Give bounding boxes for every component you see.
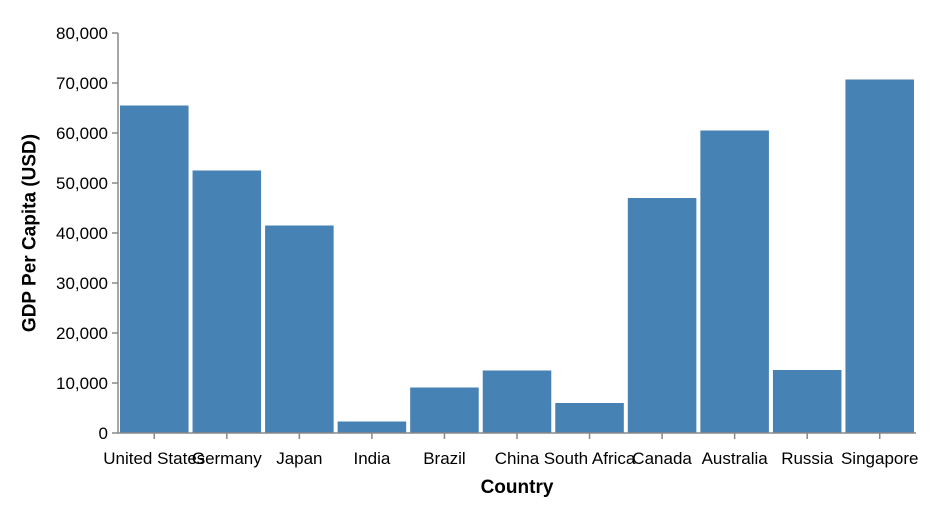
x-tick-label: Singapore: [841, 449, 919, 468]
bar-singapore: [845, 79, 914, 433]
x-tick-label: Germany: [192, 449, 262, 468]
bar-china: [482, 370, 552, 433]
bar-south-africa: [555, 403, 624, 433]
y-tick-label: 80,000: [56, 24, 108, 43]
y-tick-label: 50,000: [56, 174, 108, 193]
bar-russia: [772, 370, 842, 433]
x-tick-label: Australia: [702, 449, 769, 468]
y-tick-label: 30,000: [56, 274, 108, 293]
y-tick-label: 0: [99, 424, 108, 443]
x-tick-label: Japan: [276, 449, 322, 468]
y-tick-label: 10,000: [56, 374, 108, 393]
bar-brazil: [410, 387, 479, 433]
bar-united-states: [120, 105, 189, 433]
y-axis-title: GDP Per Capita (USD): [20, 134, 41, 332]
x-tick-label: United States: [103, 449, 205, 468]
x-axis-title: Country: [481, 477, 554, 498]
bars-layer: [120, 79, 914, 433]
x-tick-label: Russia: [781, 449, 834, 468]
bar-germany: [192, 170, 262, 433]
y-tick-label: 70,000: [56, 74, 108, 93]
bar-canada: [627, 198, 697, 433]
y-axis-ticks: 0 10,000 20,000 30,000 40,000 50,000 60,000 70,…: [56, 24, 118, 443]
y-tick-label: 40,000: [56, 224, 108, 243]
bar-australia: [700, 130, 769, 433]
x-tick-label: Canada: [632, 449, 692, 468]
bar-japan: [265, 225, 334, 433]
x-tick-label: China: [495, 449, 540, 468]
x-tick-label: Brazil: [423, 449, 466, 468]
y-tick-label: 60,000: [56, 124, 108, 143]
x-tick-label: South Africa: [544, 449, 636, 468]
y-tick-label: 20,000: [56, 324, 108, 343]
bar-india: [337, 421, 407, 433]
x-tick-label: India: [353, 449, 390, 468]
